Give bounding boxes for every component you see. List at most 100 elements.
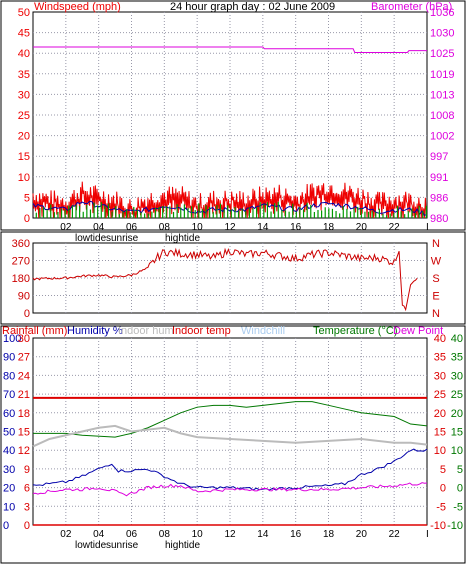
mid-left-tick-label: 90: [18, 291, 30, 303]
top-right-axis-title: Barometer (hPa): [371, 1, 452, 13]
top-sunrise-label: sunrise: [106, 233, 139, 244]
temperature-tick-label: 10: [451, 445, 463, 457]
humidity-tick-label: 50: [3, 427, 15, 439]
temperature-tick-label: 15: [451, 427, 463, 439]
top-right-tick-label: 980: [430, 213, 448, 225]
indoor-temp-tick-label: -10: [430, 520, 446, 532]
barometer-line: [33, 46, 427, 53]
dewpoint-line: [32, 482, 428, 497]
top-right-tick-label: 1019: [430, 69, 454, 81]
top-left-tick-label: 50: [18, 7, 30, 19]
top-lowtide-label: lowtide: [75, 233, 107, 244]
top-x-tick-label: 12: [224, 222, 236, 233]
top-right-tick-label: 991: [430, 172, 448, 184]
humidity-tick-label: 40: [3, 445, 15, 457]
indoor-temp-tick-label: 35: [434, 352, 446, 364]
mid-right-compass-label: E: [432, 291, 439, 303]
mid-right-compass-label: N: [432, 238, 440, 250]
top-left-tick-label: 40: [18, 48, 30, 60]
bottom-sunrise-label: sunrise: [106, 540, 139, 551]
bottom-hightide-label: hightide: [165, 540, 200, 551]
indoor-hum-line: [32, 424, 428, 448]
indoor-temp-tick-label: 20: [434, 408, 446, 420]
indoor-temp-tick-label: 0: [440, 483, 446, 495]
rainfall-tick-label: 30: [18, 333, 30, 345]
top-left-tick-label: 35: [18, 69, 30, 81]
indoor-temp-tick-label: 30: [434, 370, 446, 382]
temperature-line: [33, 401, 428, 438]
temperature-tick-label: 40: [451, 333, 463, 345]
top-left-tick-label: 15: [18, 151, 30, 163]
mid-right-compass-label: S: [432, 273, 439, 285]
bottom-x-tick-label: 02: [60, 529, 72, 540]
humidity-tick-label: 20: [3, 483, 15, 495]
top-end-tick: I: [426, 222, 429, 233]
humidity-tick-label: 30: [3, 464, 15, 476]
top-x-tick-label: 06: [126, 222, 138, 233]
mid-left-tick-label: 0: [24, 308, 30, 320]
temperature-tick-label: 35: [451, 352, 463, 364]
temperature-tick-label: 5: [457, 464, 463, 476]
top-panel-frame: [0, 0, 466, 231]
top-right-tick-label: 1008: [430, 110, 454, 122]
top-right-tick-label: 986: [430, 192, 448, 204]
rainfall-tick-label: 21: [18, 389, 30, 401]
indoor-temp-tick-label: 5: [440, 464, 446, 476]
rainfall-tick-label: 15: [18, 427, 30, 439]
humidity-axis-title: Humidity %: [67, 325, 123, 337]
chart-labels: 0510152025303540455098098699199710021008…: [3, 7, 463, 540]
top-right-tick-label: 997: [430, 151, 448, 163]
humidity-tick-label: 80: [3, 370, 15, 382]
top-x-tick-label: 08: [159, 222, 171, 233]
humidity-tick-label: 60: [3, 408, 15, 420]
top-hightide-label: hightide: [165, 233, 200, 244]
bottom-x-tick-label: 10: [192, 529, 204, 540]
mid-right-compass-label: N: [432, 308, 440, 320]
gust-line: [32, 181, 427, 219]
humidity-tick-label: 0: [3, 520, 9, 532]
bottom-x-tick-label: 18: [323, 529, 335, 540]
mid-left-tick-label: 180: [12, 273, 30, 285]
bottom-x-tick-label: 16: [290, 529, 302, 540]
chart-marks: [32, 46, 428, 526]
top-left-tick-label: 30: [18, 89, 30, 101]
top-right-tick-label: 1013: [430, 89, 454, 101]
top-x-tick-label: 18: [323, 222, 335, 233]
bottom-x-tick-label: 12: [224, 529, 236, 540]
rainfall-tick-label: 24: [18, 370, 30, 382]
indoor-temp-axis-title: Indoor temp: [172, 325, 231, 337]
windchill-axis-title: Windchill: [241, 325, 285, 337]
top-right-tick-label: 1025: [430, 48, 454, 60]
top-left-tick-label: 45: [18, 28, 30, 40]
rainfall-tick-label: 12: [18, 445, 30, 457]
top-left-tick-label: 0: [24, 213, 30, 225]
bottom-x-tick-label: 04: [93, 529, 105, 540]
top-x-tick-label: 16: [290, 222, 302, 233]
wind-direction-line: [32, 247, 418, 312]
rainfall-axis-title: Rainfall (mm): [2, 325, 67, 337]
humidity-tick-label: 10: [3, 501, 15, 513]
top-x-tick-label: 20: [356, 222, 368, 233]
top-right-tick-label: 1036: [430, 7, 454, 19]
indoor-temp-tick-label: 10: [434, 445, 446, 457]
mid-panel-frame: [0, 231, 466, 325]
grid-lines: [33, 12, 427, 525]
top-left-tick-label: 25: [18, 110, 30, 122]
temperature-tick-label: -10: [447, 520, 463, 532]
bottom-x-tick-label: 08: [159, 529, 171, 540]
rainfall-tick-label: 3: [24, 501, 30, 513]
mid-left-tick-label: 360: [12, 238, 30, 250]
bottom-lowtide-label: lowtide: [75, 540, 107, 551]
bottom-x-tick-label: 22: [389, 529, 401, 540]
humidity-tick-label: 90: [3, 352, 15, 364]
top-left-axis-title: Windspeed (mph): [34, 1, 121, 13]
indoor-temp-tick-label: 40: [434, 333, 446, 345]
mid-right-compass-label: W: [431, 256, 442, 268]
rainfall-tick-label: 9: [24, 464, 30, 476]
indoor-temp-tick-label: 15: [434, 427, 446, 439]
temperature-tick-label: 0: [457, 483, 463, 495]
rainfall-tick-label: 18: [18, 408, 30, 420]
bottom-panel-frame: [0, 325, 466, 564]
top-right-tick-label: 1030: [430, 28, 454, 40]
